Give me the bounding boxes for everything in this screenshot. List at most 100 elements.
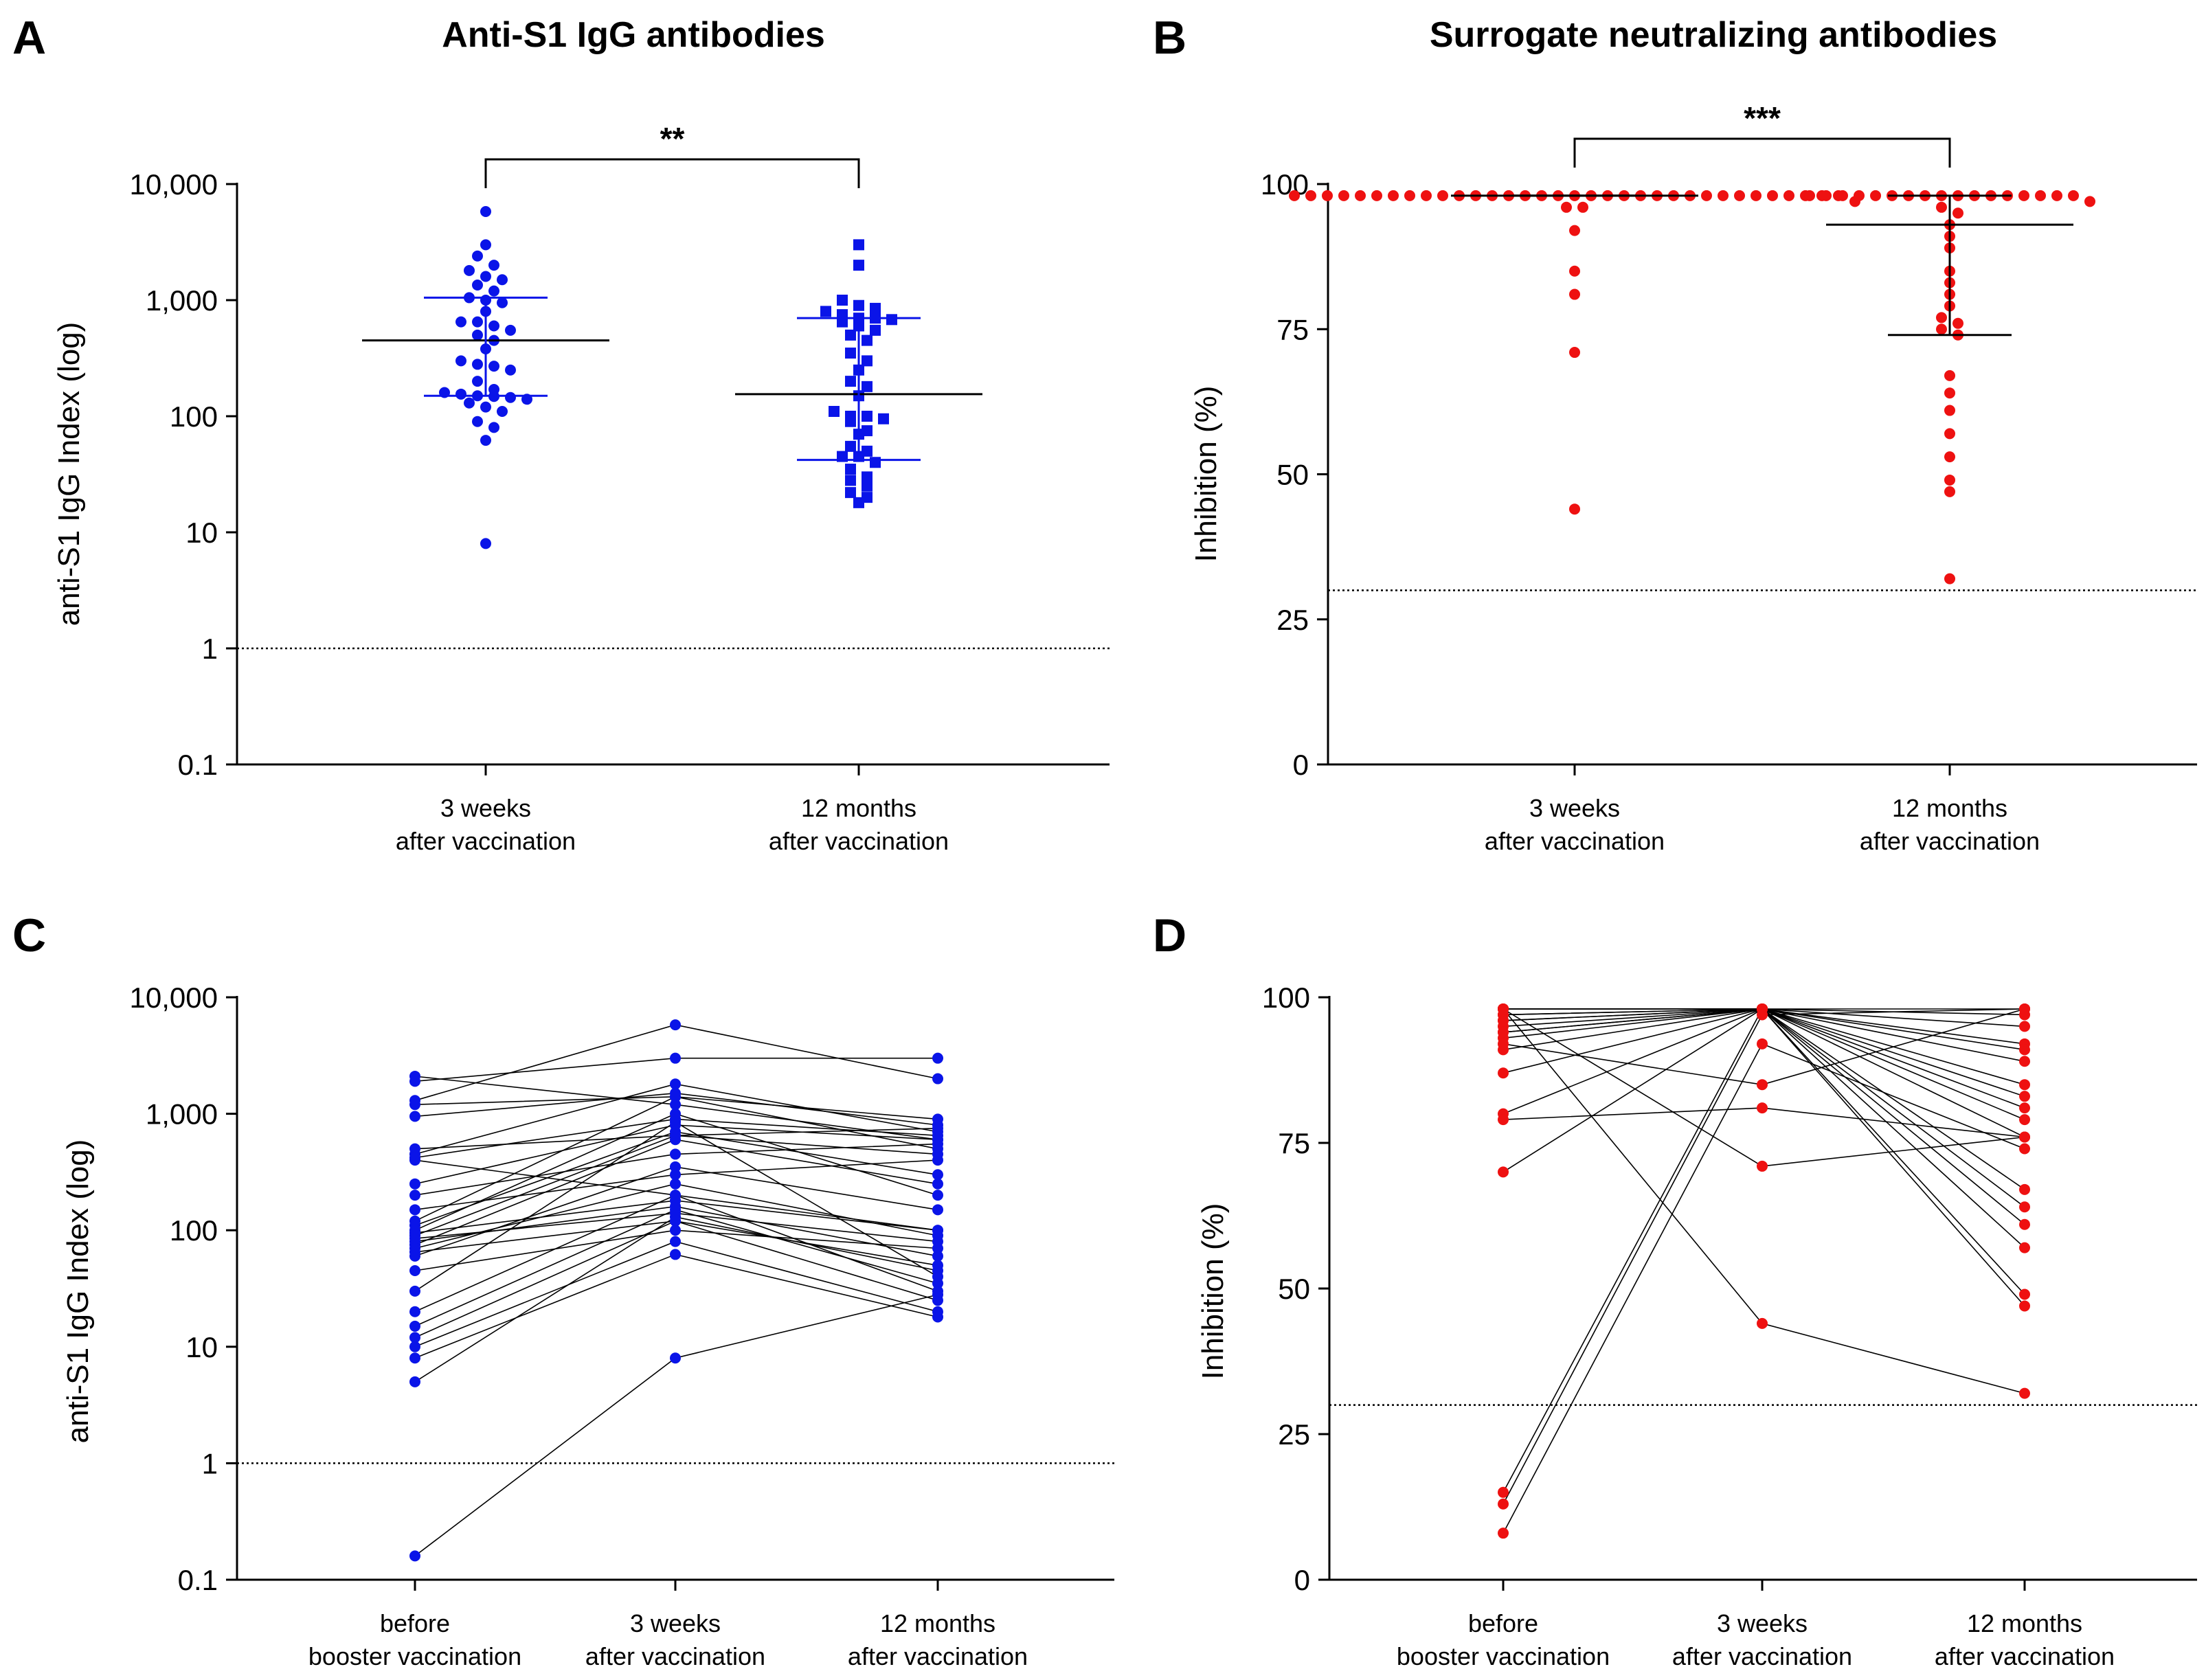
data-point	[409, 1341, 420, 1352]
data-point	[2019, 1114, 2030, 1126]
data-point	[1569, 503, 1580, 515]
x-category-label: 3 weeks	[440, 794, 531, 822]
data-point	[505, 391, 516, 403]
y-tick-label: 0.1	[178, 1564, 218, 1596]
data-point	[455, 316, 466, 328]
data-point	[1701, 190, 1712, 201]
data-point	[409, 1285, 420, 1297]
x-category-label: before	[380, 1609, 450, 1637]
data-point	[409, 1204, 420, 1216]
data-point	[932, 1229, 943, 1241]
data-point	[1718, 190, 1729, 201]
y-tick-label: 50	[1276, 459, 1309, 491]
data-point	[670, 1148, 681, 1160]
data-point	[670, 1116, 681, 1128]
data-point	[670, 1134, 681, 1146]
data-point	[409, 1111, 420, 1122]
y-axis-title: anti-S1 IgG Index (log)	[52, 322, 86, 626]
data-point	[886, 314, 897, 326]
data-point	[1289, 190, 1300, 201]
data-point	[932, 1278, 943, 1289]
data-point	[829, 406, 840, 418]
data-point	[670, 1190, 681, 1201]
data-point	[497, 297, 508, 308]
y-tick-label: 75	[1276, 313, 1309, 345]
data-point	[932, 1178, 943, 1190]
significance-bracket	[1573, 137, 1951, 168]
data-point	[2019, 1289, 2030, 1300]
data-point	[1804, 190, 1815, 201]
data-point	[480, 538, 491, 549]
data-point	[1944, 451, 1955, 463]
data-point	[488, 361, 499, 372]
data-point	[488, 260, 499, 271]
data-point	[870, 302, 881, 314]
data-point	[1757, 1102, 1768, 1114]
data-point	[932, 1190, 943, 1201]
y-tick-label: 1,000	[146, 1098, 218, 1131]
significance-bracket	[484, 158, 860, 188]
data-point	[2019, 1003, 2030, 1014]
x-category-label: booster vaccination	[308, 1642, 521, 1670]
data-point	[1577, 201, 1588, 213]
data-point	[2019, 1131, 2030, 1143]
data-point	[1569, 265, 1580, 277]
data-point	[862, 355, 873, 367]
data-point	[1944, 370, 1955, 381]
data-point	[853, 497, 864, 508]
y-tick-label: 25	[1276, 604, 1309, 636]
data-point	[2019, 1021, 2030, 1032]
data-point	[409, 1099, 420, 1111]
y-tick-label: 75	[1278, 1127, 1310, 1159]
y-tick-label: 0.1	[178, 749, 218, 781]
data-point	[1870, 190, 1881, 201]
data-point	[1944, 486, 1955, 497]
data-point	[845, 440, 856, 452]
data-point	[1944, 405, 1955, 416]
data-point	[2019, 1300, 2030, 1312]
data-point	[845, 416, 856, 427]
data-point	[670, 1108, 681, 1120]
x-category-label: after vaccination	[769, 827, 949, 855]
data-point	[1757, 1160, 1768, 1172]
data-point	[2019, 1183, 2030, 1195]
data-point	[409, 1265, 420, 1277]
data-point	[2019, 1143, 2030, 1155]
data-point	[670, 1091, 681, 1102]
data-point	[455, 355, 466, 367]
data-point	[1944, 428, 1955, 440]
data-point	[1936, 323, 1947, 335]
data-point	[2019, 1218, 2030, 1230]
data-point	[845, 475, 856, 486]
data-point	[1437, 190, 1448, 201]
data-point	[505, 364, 516, 376]
data-point	[1371, 190, 1382, 201]
data-point	[845, 329, 856, 341]
y-tick-label: 10,000	[130, 168, 218, 201]
data-point	[1569, 347, 1580, 359]
x-category-label: 12 months	[1967, 1609, 2082, 1637]
data-point	[1757, 1317, 1768, 1329]
data-point	[1854, 190, 1865, 201]
data-point	[2019, 1079, 2030, 1091]
data-point	[670, 1161, 681, 1172]
data-point	[2019, 1201, 2030, 1213]
data-point	[497, 406, 508, 418]
data-point	[670, 1236, 681, 1247]
data-point	[2018, 190, 2029, 201]
data-point	[1751, 190, 1762, 201]
y-tick-label: 0	[1294, 1564, 1310, 1596]
data-point	[1952, 207, 1963, 219]
data-point	[1944, 387, 1955, 399]
data-point	[464, 397, 475, 409]
data-point	[932, 1148, 943, 1160]
panel-title: Surrogate neutralizing antibodies	[1430, 15, 1997, 55]
data-point	[1498, 1026, 1509, 1038]
panel-a: 0.1 1 10 100 1,000 10,000 3 weeks after vaccina…	[12, 12, 1110, 855]
data-point	[1821, 190, 1832, 201]
data-point	[670, 1052, 681, 1064]
data-point	[1388, 190, 1399, 201]
data-point	[862, 411, 873, 422]
significance-label: **	[660, 121, 685, 157]
